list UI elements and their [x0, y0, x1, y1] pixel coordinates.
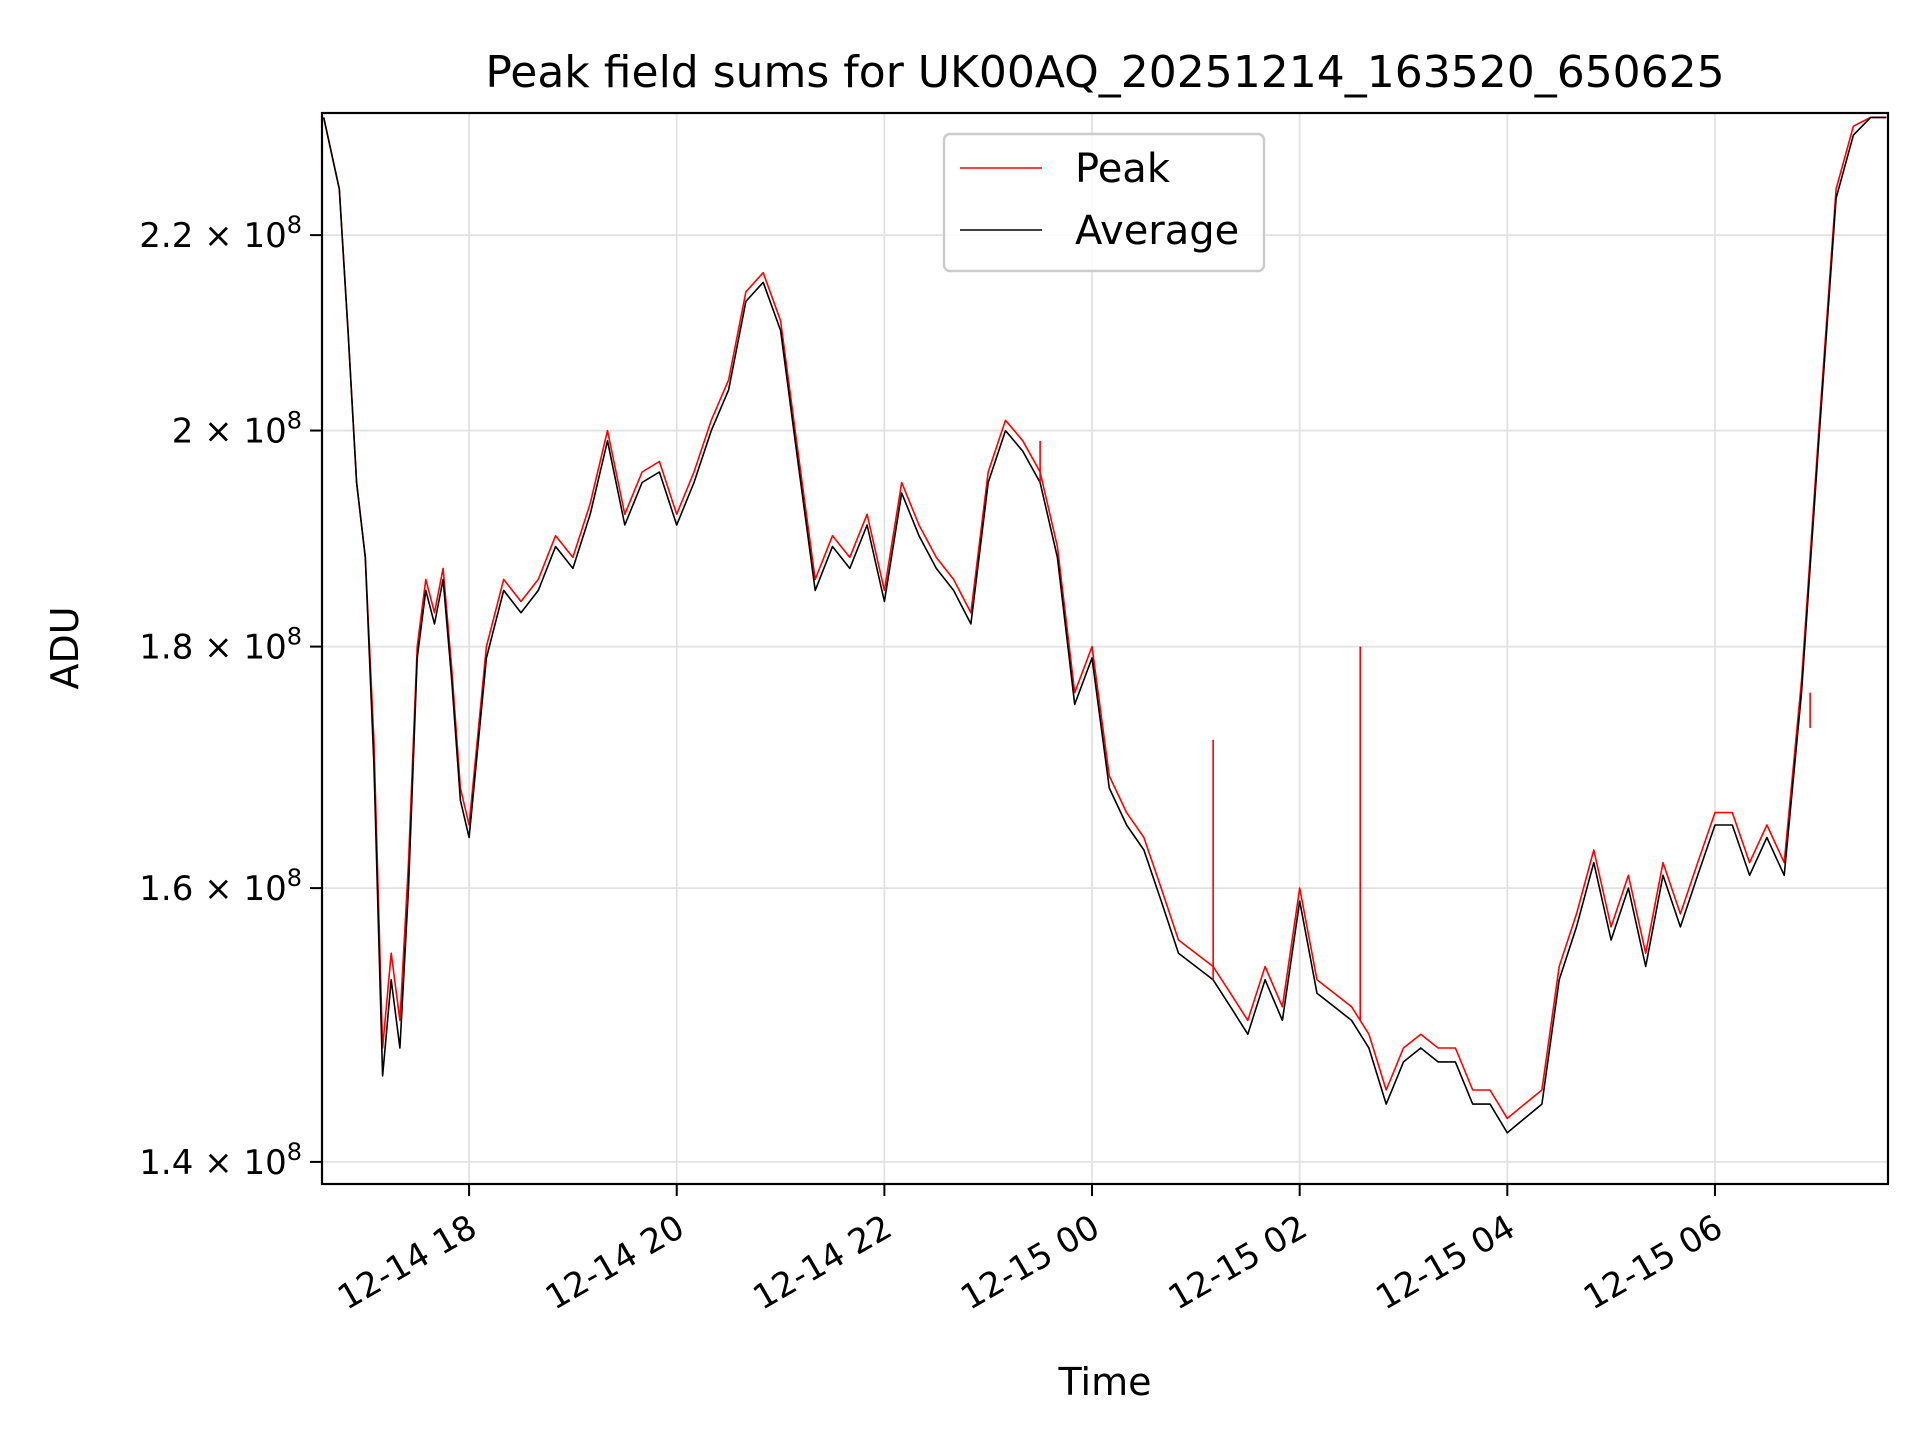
series-line-average	[322, 116, 1887, 1134]
legend-label-peak: Peak	[1075, 146, 1171, 192]
y-tick-label: 1.8 × 108	[139, 623, 302, 668]
legend-label-average: Average	[1075, 208, 1239, 254]
legend: Peak Average	[942, 132, 1266, 273]
x-axis-label: Time	[1058, 1360, 1152, 1404]
y-tick-label: 2.2 × 108	[139, 211, 302, 256]
y-axis-label: ADU	[43, 606, 87, 689]
grid	[322, 113, 1888, 1184]
y-tick-label: 2 × 108	[172, 407, 302, 452]
series-lines	[322, 116, 1887, 1134]
plot-frame	[320, 111, 1890, 1186]
y-axis: 1.4 × 108 1.6 × 108 1.8 × 108 2 × 108 2.2 × …	[139, 211, 322, 1183]
chart-title: Peak field sums for UK00AQ_20251214_1635…	[485, 47, 1724, 98]
y-tick-label: 1.6 × 108	[139, 864, 302, 909]
y-tick-label: 1.4 × 108	[139, 1138, 302, 1183]
